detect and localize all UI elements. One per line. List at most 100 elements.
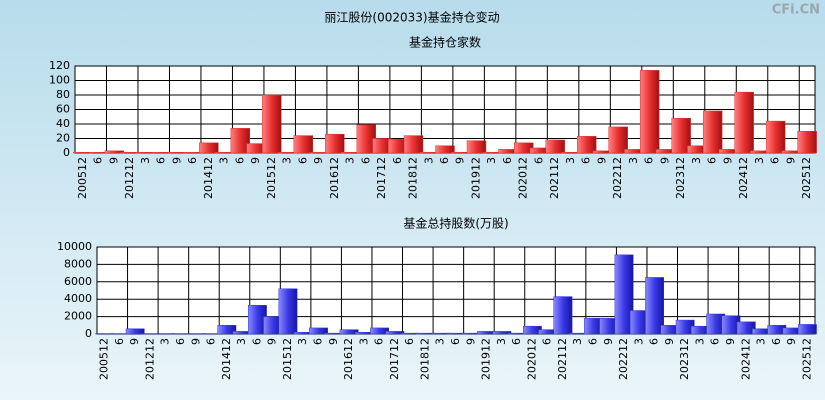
bar — [293, 135, 313, 154]
x-tick-label: 202212 — [611, 157, 624, 199]
bar — [545, 139, 565, 154]
x-tick-label: 201912 — [469, 157, 482, 199]
x-tick-label: 9 — [785, 338, 798, 345]
x-tick-label: 6 — [449, 338, 462, 345]
bar — [325, 133, 345, 154]
x-tick-label: 6 — [359, 157, 372, 164]
x-tick-label: 6 — [648, 338, 661, 345]
x-tick-label: 3 — [235, 338, 248, 345]
x-tick-label: 6 — [92, 157, 105, 164]
x-tick-label: 6 — [250, 338, 263, 345]
x-tick-label: 3 — [218, 157, 231, 164]
bar — [614, 254, 634, 335]
x-tick-label: 202012 — [525, 338, 538, 380]
x-tick-label: 3 — [632, 338, 645, 345]
bar — [435, 145, 455, 154]
bar — [262, 94, 282, 154]
x-tick-label: 202312 — [674, 157, 687, 199]
x-tick-label: 202112 — [556, 338, 569, 380]
x-tick-label: 3 — [485, 157, 498, 164]
x-tick-label: 6 — [312, 338, 325, 345]
x-tick-label: 201512 — [281, 338, 294, 380]
x-tick-label: 9 — [128, 338, 141, 345]
x-tick-label: 9 — [658, 157, 671, 164]
x-tick-label: 200512 — [98, 338, 111, 380]
x-tick-label: 202112 — [548, 157, 561, 199]
page-title: 丽江股份(002033)基金持仓变动 — [324, 10, 499, 25]
x-tick-label: 201212 — [143, 338, 156, 380]
x-tick-label: 6 — [501, 157, 514, 164]
bar — [797, 324, 817, 335]
x-tick-label: 202212 — [617, 338, 630, 380]
x-tick-label: 3 — [564, 157, 577, 164]
bar — [370, 327, 390, 335]
x-tick-label: 201812 — [418, 338, 431, 380]
x-tick-label: 6 — [643, 157, 656, 164]
y-tick-label: 6000 — [64, 275, 92, 288]
x-tick-label: 3 — [571, 338, 584, 345]
bar — [734, 91, 754, 154]
x-tick-label: 9 — [464, 338, 477, 345]
x-tick-label: 201912 — [480, 338, 493, 380]
x-tick-label: 201212 — [123, 157, 136, 199]
x-tick-label: 6 — [373, 338, 386, 345]
bar — [199, 142, 219, 154]
x-tick-label: 6 — [769, 157, 782, 164]
x-tick-label: 6 — [403, 338, 416, 345]
x-tick-label: 6 — [709, 338, 722, 345]
chart-title: 基金持仓家数 — [409, 35, 481, 50]
x-tick-label: 6 — [186, 157, 199, 164]
bar — [339, 329, 359, 335]
x-tick-label: 9 — [724, 338, 737, 345]
x-tick-label: 3 — [434, 338, 447, 345]
x-tick-label: 3 — [422, 157, 435, 164]
y-tick-label: 40 — [56, 117, 70, 130]
x-tick-label: 3 — [159, 338, 172, 345]
x-tick-label: 201512 — [265, 157, 278, 199]
watermark: CFi.CN — [772, 3, 820, 18]
x-tick-label: 202012 — [517, 157, 530, 199]
x-tick-label: 201712 — [388, 338, 401, 380]
bar — [765, 120, 786, 154]
x-tick-label: 202412 — [737, 157, 750, 199]
chart-title: 基金总持股数(万股) — [403, 216, 508, 231]
x-tick-label: 6 — [438, 157, 451, 164]
bar — [309, 327, 328, 335]
x-tick-label: 3 — [753, 157, 766, 164]
y-tick-label: 0 — [85, 327, 92, 340]
x-tick-label: 3 — [495, 338, 508, 345]
bar — [466, 140, 487, 154]
bar — [736, 321, 756, 335]
x-tick-label: 9 — [249, 157, 262, 164]
plot-area — [96, 246, 816, 335]
bar — [217, 325, 237, 335]
y-tick-label: 100 — [49, 74, 70, 87]
bar — [125, 328, 145, 335]
x-tick-label: 201412 — [220, 338, 233, 380]
x-tick-label: 6 — [296, 157, 309, 164]
bar — [230, 128, 251, 154]
bar — [104, 150, 125, 154]
x-tick-label: 9 — [784, 157, 797, 164]
bar — [553, 296, 573, 335]
x-tick-label: 202312 — [678, 338, 691, 380]
x-tick-label: 6 — [586, 338, 599, 345]
bar — [403, 135, 424, 154]
x-tick-label: 6 — [233, 157, 246, 164]
x-tick-label: 202512 — [800, 338, 813, 380]
bar — [671, 117, 691, 154]
bar — [608, 126, 628, 154]
bar — [577, 136, 597, 154]
x-tick-label: 6 — [770, 338, 783, 345]
x-tick-label: 6 — [580, 157, 593, 164]
y-tick-label: 80 — [56, 88, 70, 101]
x-tick-label: 3 — [690, 157, 703, 164]
x-tick-label: 3 — [296, 338, 309, 345]
x-tick-label: 201812 — [407, 157, 420, 199]
x-tick-label: 6 — [541, 338, 554, 345]
x-tick-label: 200512 — [76, 157, 89, 199]
x-tick-label: 9 — [663, 338, 676, 345]
x-tick-label: 6 — [174, 338, 187, 345]
x-tick-label: 6 — [155, 157, 168, 164]
